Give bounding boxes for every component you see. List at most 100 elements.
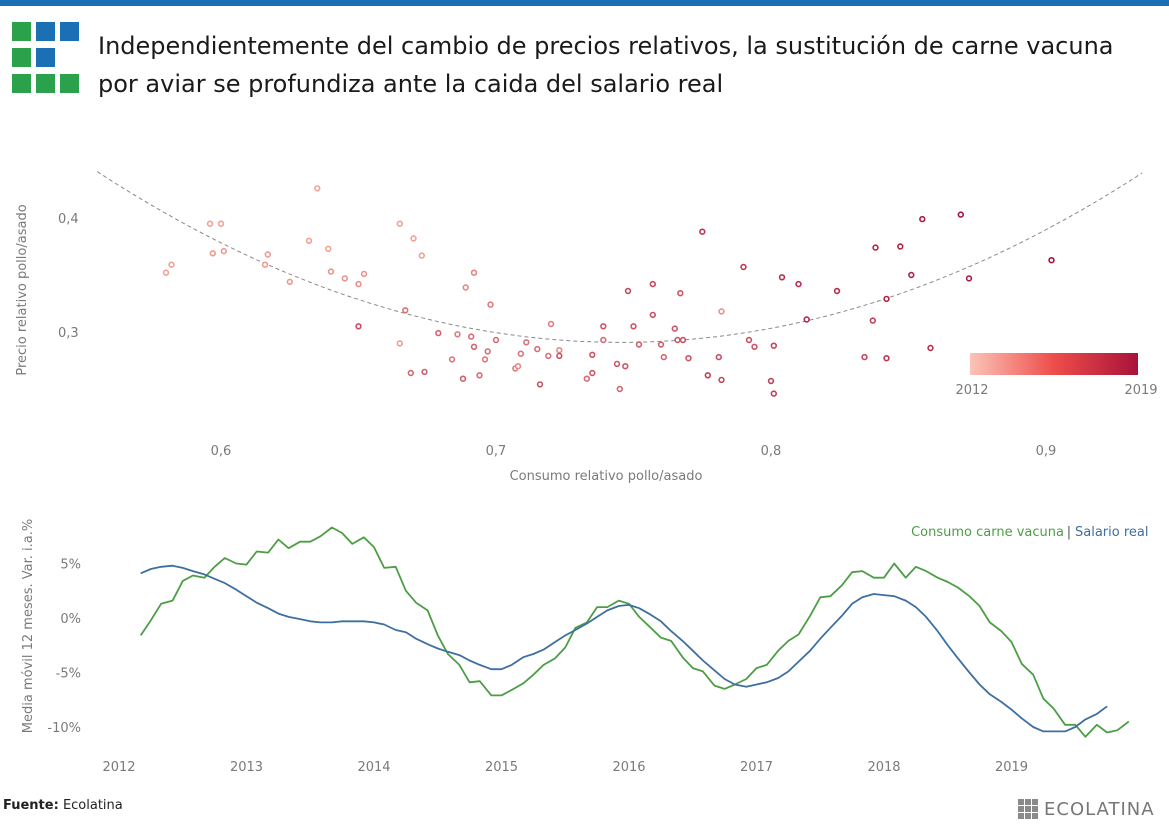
scatter-point (740, 263, 747, 271)
brand-wordmark: ECOLATINA (1044, 799, 1155, 820)
scatter-point (547, 320, 555, 328)
scatter-point (616, 385, 623, 393)
scatter-point (476, 372, 483, 379)
scatter-point (715, 353, 722, 361)
scatter-point (325, 245, 332, 253)
scatter-point (718, 308, 725, 315)
scatter-point (162, 269, 170, 276)
scatter-point (589, 351, 596, 358)
scatter-x-tick-label: 0,6 (211, 444, 232, 459)
scatter-point (514, 363, 522, 370)
scatter-y-tick-label: 0,3 (58, 326, 79, 341)
series-line-consumo-carne-vacuna (139, 526, 1130, 738)
scatter-point (556, 352, 563, 360)
scatter-point (872, 244, 879, 251)
scatter-point (407, 369, 414, 377)
line-x-tick-label: 2017 (740, 760, 773, 775)
scatter-point (355, 280, 362, 288)
scatter-point (492, 336, 500, 344)
scatter-point (624, 287, 632, 295)
scatter-point (545, 352, 552, 360)
line-x-tick-label: 2016 (612, 760, 645, 775)
scatter-point (421, 368, 428, 376)
scatter-point (220, 247, 228, 255)
scatter-point (286, 278, 293, 285)
line-x-tick-label: 2014 (357, 760, 390, 775)
scatter-point (487, 301, 494, 308)
scatter-point (556, 347, 563, 354)
scatter-point (468, 333, 475, 340)
scatter-point (649, 280, 656, 288)
line-x-tick-label: 2013 (230, 760, 263, 775)
scatter-point (803, 316, 810, 323)
scatter-point (481, 356, 489, 363)
scatter-point (677, 290, 684, 297)
scatter-point (470, 269, 478, 276)
scatter-point (704, 372, 711, 379)
scatter-point (454, 331, 461, 338)
series-line-salario-real (140, 564, 1108, 733)
scatter-point (534, 345, 541, 353)
top-accent-bar (0, 0, 1169, 6)
scatter-point (613, 360, 621, 368)
scatter-point (927, 344, 934, 352)
scatter-point (435, 329, 442, 337)
scatter-point (523, 339, 530, 346)
scatter-point (685, 355, 692, 362)
scatter-point (261, 261, 269, 268)
source-note: Fuente: Ecolatina (3, 798, 123, 813)
scatter-point (679, 336, 687, 344)
scatter-point (622, 363, 629, 370)
scatter-point (341, 275, 348, 282)
scatter-point (314, 185, 321, 192)
scatter-point (660, 353, 667, 361)
scatter-point (919, 215, 926, 223)
scatter-chart: 0,6 0,7 0,8 0,9 0,3 0,4 Consumo relativo pollo… (15, 171, 1158, 484)
scatter-point (745, 336, 753, 344)
line-chart: 2012 2013 2014 2015 2016 2017 2018 2019 5% 0% -5% -… (21, 519, 1130, 775)
line-x-tick-label: 2015 (485, 760, 518, 775)
scatter-point (402, 307, 409, 314)
scatter-y-tick-label: 0,4 (58, 212, 79, 227)
scatter-point (770, 390, 777, 397)
source-value: Ecolatina (62, 798, 123, 813)
scatter-point (671, 325, 678, 332)
color-scale-min-label: 2012 (955, 383, 988, 398)
line-x-tick-label: 2018 (867, 760, 900, 775)
scatter-point (767, 377, 775, 385)
scatter-point (462, 284, 469, 291)
scatter-point (770, 342, 777, 349)
scatter-point (861, 353, 868, 361)
legend-separator: | (1067, 525, 1071, 540)
line-y-axis-label: Media móvil 12 meses. Var. i.a.% (21, 519, 36, 733)
scatter-point (459, 375, 467, 382)
scatter-point (589, 369, 596, 377)
scatter-point (517, 350, 524, 357)
scatter-point (718, 376, 725, 384)
scatter-y-axis-label: Precio relativo pollo/asado (15, 204, 30, 375)
scatter-point (674, 336, 681, 344)
scatter-point (583, 375, 590, 382)
scatter-point (536, 381, 544, 388)
ecolatina-brand-logo: ECOLATINA (1018, 797, 1166, 823)
scatter-point (751, 343, 758, 350)
line-x-tick-label: 2012 (102, 760, 135, 775)
scatter-point (649, 311, 656, 319)
scatter-point (168, 261, 175, 268)
scatter-point (869, 317, 876, 324)
color-scale-max-label: 2019 (1124, 383, 1157, 398)
scatter-point (630, 323, 637, 330)
scatter-point (600, 336, 607, 344)
scatter-point (305, 237, 313, 245)
scatter-x-tick-label: 0,7 (486, 444, 507, 459)
scatter-point (484, 348, 491, 355)
scatter-point (965, 275, 973, 282)
line-y-tick-label: 0% (60, 612, 81, 627)
scatter-point (908, 271, 915, 279)
scatter-point (635, 341, 643, 348)
scatter-point (355, 323, 362, 330)
page-title: Independientemente del cambio de precios… (98, 32, 1114, 98)
legend-consumo-carne-vacuna: Consumo carne vacuna (911, 525, 1064, 540)
color-scale-bar (970, 353, 1138, 375)
scatter-point (410, 235, 417, 242)
